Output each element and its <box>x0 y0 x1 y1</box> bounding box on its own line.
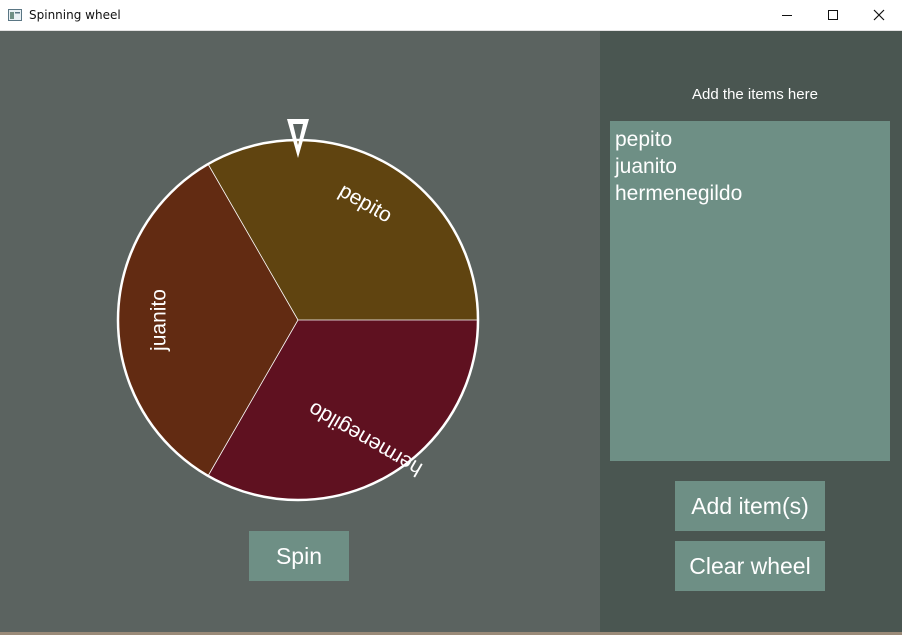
clear-wheel-button[interactable]: Clear wheel <box>675 541 825 591</box>
close-icon <box>873 9 885 21</box>
segment-divider <box>207 319 299 477</box>
wheel-segment-pepito <box>208 139 479 320</box>
items-textarea[interactable]: pepito juanito hermenegildo <box>610 121 890 461</box>
wheel-label-juanito: juanito <box>148 289 171 352</box>
segment-divider <box>207 163 299 321</box>
add-items-button[interactable]: Add item(s) <box>675 481 825 531</box>
app-icon <box>8 8 22 21</box>
spinning-wheel[interactable]: pepito juanito hermenegildo <box>0 0 600 520</box>
window-title: Spinning wheel <box>29 8 121 22</box>
items-label: Add the items here <box>692 86 818 103</box>
wheel-segment-hermenegildo <box>208 320 479 501</box>
items-line: pepito <box>615 128 673 151</box>
maximize-button[interactable] <box>810 0 856 31</box>
minimize-icon <box>782 15 792 16</box>
wheel-pointer-icon <box>287 119 309 158</box>
maximize-icon <box>828 10 838 20</box>
items-line: juanito <box>615 155 677 178</box>
wheel-rim <box>116 138 480 502</box>
spin-button[interactable]: Spin <box>249 531 349 581</box>
minimize-button[interactable] <box>764 0 810 31</box>
close-button[interactable] <box>856 0 902 31</box>
title-bar: Spinning wheel <box>0 0 902 31</box>
items-line: hermenegildo <box>615 182 743 205</box>
